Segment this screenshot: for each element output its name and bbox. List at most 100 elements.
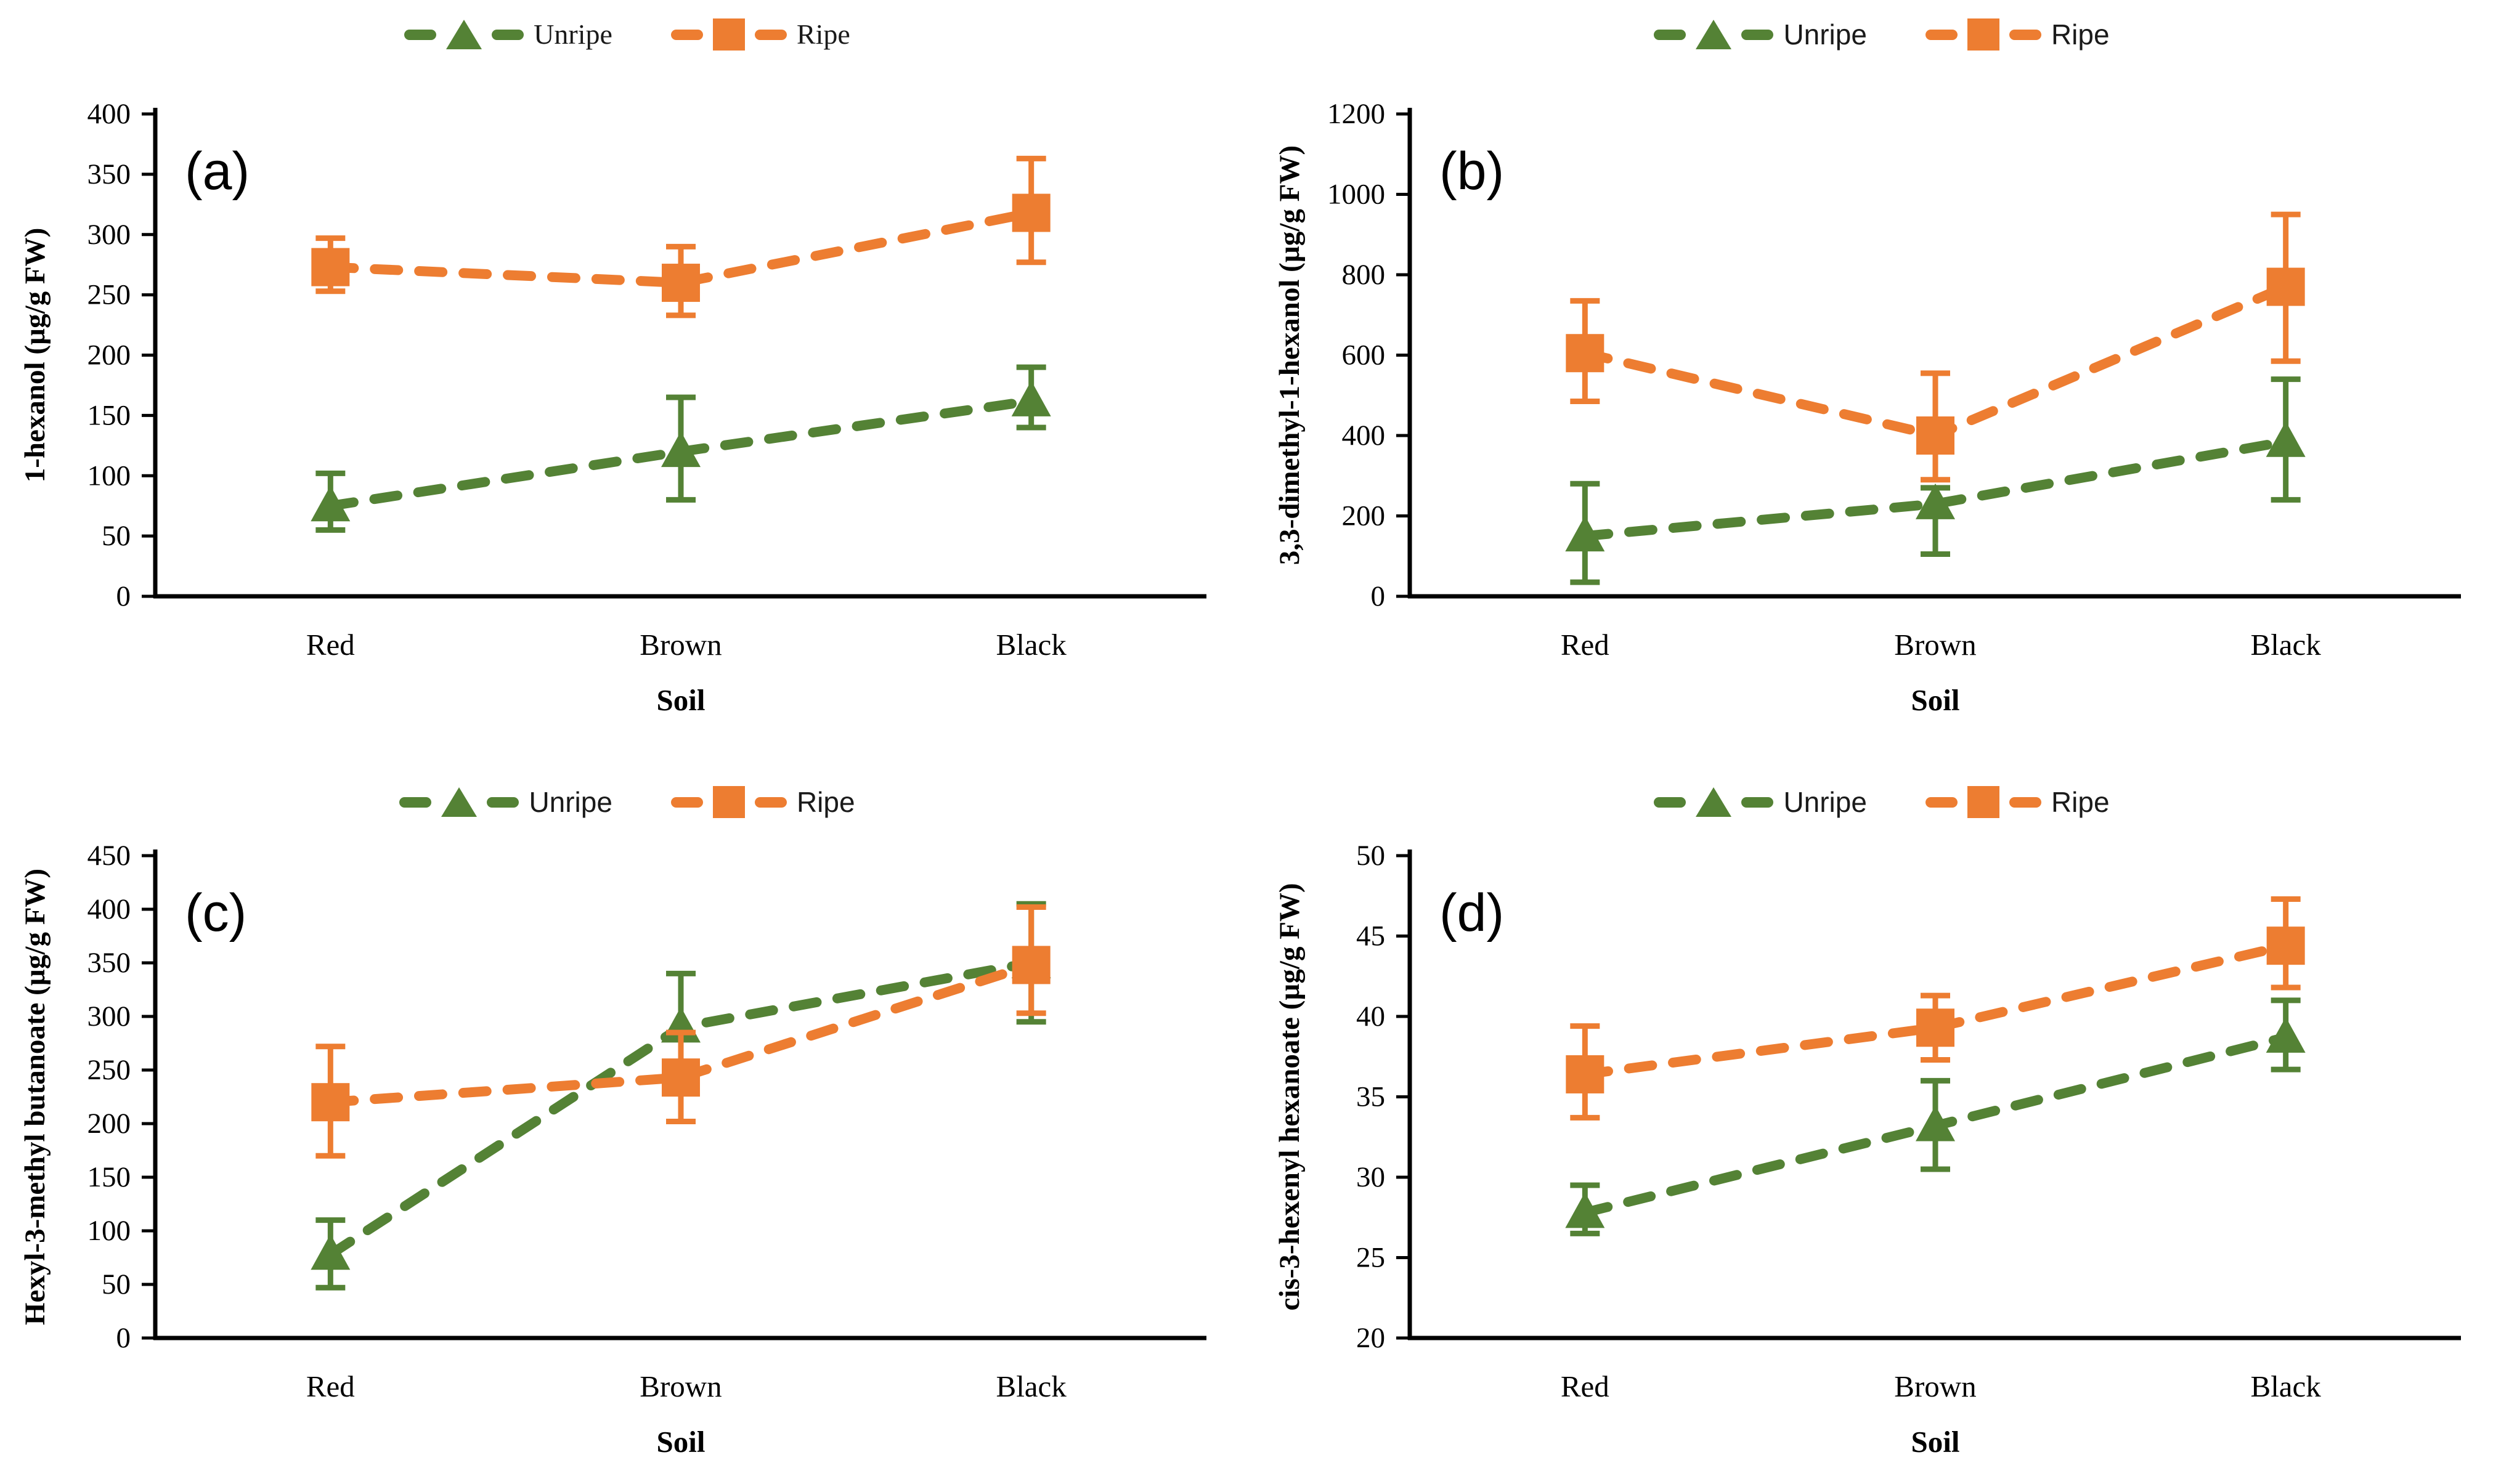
legend: Unripe Ripe bbox=[0, 18, 1254, 51]
x-category-label: Black bbox=[996, 628, 1067, 662]
y-tick-label: 200 bbox=[87, 1108, 131, 1140]
x-category-label: Red bbox=[1561, 1369, 1609, 1403]
y-tick-label: 300 bbox=[87, 219, 131, 251]
y-tick-label: 50 bbox=[102, 520, 131, 552]
legend: Unripe Ripe bbox=[1254, 786, 2509, 818]
ripe-dash-icon bbox=[2009, 29, 2041, 40]
panel-letter: (b) bbox=[1439, 142, 1504, 201]
y-tick-label: 0 bbox=[1371, 580, 1386, 612]
unripe-dash-icon bbox=[1741, 797, 1774, 808]
x-category-label: Brown bbox=[640, 1369, 722, 1403]
x-category-label: Red bbox=[1561, 628, 1609, 662]
ripe-marker-red bbox=[1566, 334, 1604, 373]
ripe-dash-icon bbox=[2009, 797, 2041, 808]
y-tick-label: 250 bbox=[87, 279, 131, 311]
ripe-dash-icon bbox=[754, 797, 787, 808]
y-tick-label: 600 bbox=[1342, 339, 1386, 371]
ripe-marker-brown bbox=[662, 264, 700, 302]
unripe-marker-black bbox=[2266, 1016, 2306, 1053]
y-tick-label: 150 bbox=[87, 1161, 131, 1193]
y-tick-label: 30 bbox=[1356, 1161, 1385, 1193]
unripe-dash-icon bbox=[1654, 29, 1686, 40]
legend-item-unripe: Unripe bbox=[1654, 20, 1867, 49]
chart-b: 0 200 400 600 800 1000 1200 Red Brown Black Soil 3,… bbox=[1274, 98, 2461, 717]
ripe-dash-icon bbox=[670, 797, 703, 808]
x-category-label: Brown bbox=[1894, 628, 1976, 662]
legend-label-ripe: Ripe bbox=[796, 786, 855, 818]
unripe-dash-icon bbox=[399, 797, 432, 808]
y-tick-label: 250 bbox=[87, 1054, 131, 1086]
unripe-marker-black bbox=[1011, 380, 1051, 416]
legend-label-ripe: Ripe bbox=[796, 18, 850, 50]
ripe-marker-black bbox=[1012, 193, 1051, 232]
x-category-label: Black bbox=[996, 1369, 1067, 1403]
legend-label-unripe: Unripe bbox=[534, 18, 612, 50]
y-axis-title: cis-3-hexenyl hexanoate (µg/g FW) bbox=[1274, 883, 1306, 1310]
unripe-marker-red bbox=[311, 485, 351, 522]
legend: Unripe Ripe bbox=[1254, 18, 2509, 51]
legend-item-ripe: Ripe bbox=[670, 786, 855, 818]
ripe-marker-black bbox=[2266, 267, 2305, 306]
panel-c: Unripe Ripe 0 50 100 150 200 250 300 350 400 450 R… bbox=[0, 742, 1254, 1483]
y-tick-label: 0 bbox=[116, 1322, 131, 1354]
unripe-marker-brown bbox=[1916, 483, 1955, 519]
ripe-marker-brown bbox=[1916, 1008, 1954, 1047]
legend-item-ripe: Ripe bbox=[1925, 786, 2110, 818]
x-axis-title: Soil bbox=[1911, 683, 1960, 717]
y-tick-label: 450 bbox=[87, 840, 131, 872]
y-tick-label: 1000 bbox=[1327, 179, 1385, 211]
ripe-square-icon bbox=[712, 18, 745, 51]
y-tick-label: 200 bbox=[1342, 500, 1386, 532]
chart-a: 0 50 100 150 200 250 300 350 400 Red Brown Black Soi… bbox=[19, 98, 1206, 717]
unripe-marker-red bbox=[311, 1234, 351, 1270]
ripe-dash-icon bbox=[754, 29, 787, 40]
y-tick-label: 25 bbox=[1356, 1242, 1385, 1274]
unripe-dash-icon bbox=[487, 797, 519, 808]
x-category-label: Black bbox=[2251, 1369, 2322, 1403]
ripe-dash-icon bbox=[1925, 797, 1958, 808]
x-category-label: Black bbox=[2251, 628, 2322, 662]
unripe-dash-icon bbox=[404, 29, 437, 40]
ripe-marker-black bbox=[1012, 946, 1051, 984]
ripe-marker-brown bbox=[1916, 416, 1954, 455]
chart-d: 20 25 30 35 40 45 50 Red Brown Black Soil cis-3-hex… bbox=[1274, 840, 2461, 1459]
unripe-dash-icon bbox=[492, 29, 524, 40]
unripe-dash-icon bbox=[1654, 797, 1686, 808]
y-tick-label: 0 bbox=[116, 580, 131, 612]
legend-item-unripe: Unripe bbox=[399, 787, 612, 817]
y-tick-label: 45 bbox=[1356, 920, 1385, 952]
panel-d: Unripe Ripe 20 25 30 35 40 45 50 Red Brown Black S… bbox=[1254, 742, 2509, 1483]
ripe-square-icon bbox=[712, 786, 745, 818]
unripe-marker-brown bbox=[1916, 1105, 1955, 1141]
x-axis-title: Soil bbox=[1911, 1425, 1960, 1459]
y-tick-label: 800 bbox=[1342, 259, 1386, 291]
chart-c: 0 50 100 150 200 250 300 350 400 450 Red Brown Black… bbox=[19, 840, 1206, 1459]
x-axis-title: Soil bbox=[657, 683, 706, 717]
y-tick-label: 20 bbox=[1356, 1322, 1385, 1354]
unripe-marker-black bbox=[2266, 421, 2306, 457]
y-tick-label: 1200 bbox=[1327, 98, 1385, 130]
unripe-marker-red bbox=[1565, 1192, 1605, 1228]
y-tick-label: 100 bbox=[87, 460, 131, 492]
unripe-marker-red bbox=[1565, 516, 1605, 552]
y-tick-label: 50 bbox=[1356, 840, 1385, 872]
ripe-square-icon bbox=[1967, 786, 1999, 818]
unripe-triangle-icon bbox=[446, 20, 482, 49]
ripe-marker-black bbox=[2266, 926, 2305, 965]
panel-b: Unripe Ripe 0 200 400 600 800 1000 1200 Red Brow… bbox=[1254, 0, 2509, 742]
ripe-marker-red bbox=[311, 1083, 350, 1122]
panel-a: Unripe Ripe 0 50 100 150 200 250 300 350 400 Red B… bbox=[0, 0, 1254, 742]
y-tick-label: 300 bbox=[87, 1000, 131, 1032]
y-tick-label: 100 bbox=[87, 1215, 131, 1247]
y-tick-label: 400 bbox=[87, 893, 131, 925]
ripe-dash-icon bbox=[1925, 29, 1958, 40]
y-tick-label: 350 bbox=[87, 947, 131, 979]
y-tick-label: 40 bbox=[1356, 1000, 1385, 1032]
unripe-triangle-icon bbox=[441, 787, 478, 817]
unripe-triangle-icon bbox=[1696, 787, 1732, 817]
legend-label-ripe: Ripe bbox=[2051, 786, 2110, 818]
legend-item-ripe: Ripe bbox=[1925, 18, 2110, 51]
y-tick-label: 400 bbox=[87, 98, 131, 130]
unripe-dash-icon bbox=[1741, 29, 1774, 40]
legend-item-unripe: Unripe bbox=[404, 20, 612, 49]
